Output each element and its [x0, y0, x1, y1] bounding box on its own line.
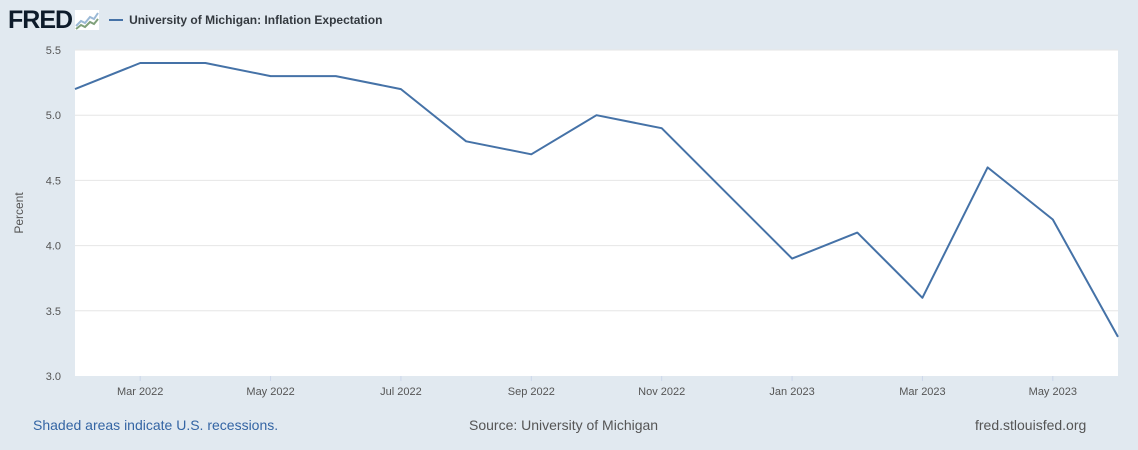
legend-swatch [109, 19, 124, 21]
site-link[interactable]: fred.stlouisfed.org [975, 417, 1087, 433]
recession-note[interactable]: Shaded areas indicate U.S. recessions. [33, 417, 279, 433]
series-group [74, 62, 1119, 338]
series-line[interactable] [74, 62, 1119, 338]
x-tick-label: May 2022 [246, 386, 294, 398]
legend-label: University of Michigan: Inflation Expect… [129, 13, 383, 27]
y-tick-label: 3.0 [46, 371, 61, 383]
y-tick-label: 3.5 [46, 306, 61, 318]
x-tick-label: Mar 2022 [117, 386, 163, 398]
x-tick-label: May 2023 [1029, 386, 1077, 398]
fred-logo[interactable]: FRED [8, 5, 73, 34]
y-tick-label: 5.5 [46, 45, 61, 57]
x-tick-label: Jan 2023 [769, 386, 814, 398]
y-tick-label: 4.0 [46, 241, 61, 253]
y-axis-ticks: 3.0 3.5 4.0 4.5 5.0 5.5 [46, 45, 61, 383]
x-tick-label: Sep 2022 [508, 386, 555, 398]
y-tick-label: 4.5 [46, 175, 61, 187]
x-tick-label: Nov 2022 [638, 386, 685, 398]
source-note: Source: University of Michigan [469, 417, 659, 433]
x-axis-ticks: Mar 2022 May 2022 Jul 2022 Sep 2022 Nov 2022… [117, 376, 1077, 398]
x-tick-label: Jul 2022 [380, 386, 422, 398]
chart-header: FRED University of Michigan: Inflation E… [8, 6, 382, 34]
y-axis-label: Percent [12, 192, 26, 234]
y-tick-label: 5.0 [46, 110, 61, 122]
chart-legend[interactable]: University of Michigan: Inflation Expect… [109, 13, 382, 27]
grid-lines [75, 49, 1118, 312]
plot-area [75, 50, 1118, 376]
chart-trend-icon [75, 10, 100, 30]
x-tick-label: Mar 2023 [899, 386, 945, 398]
